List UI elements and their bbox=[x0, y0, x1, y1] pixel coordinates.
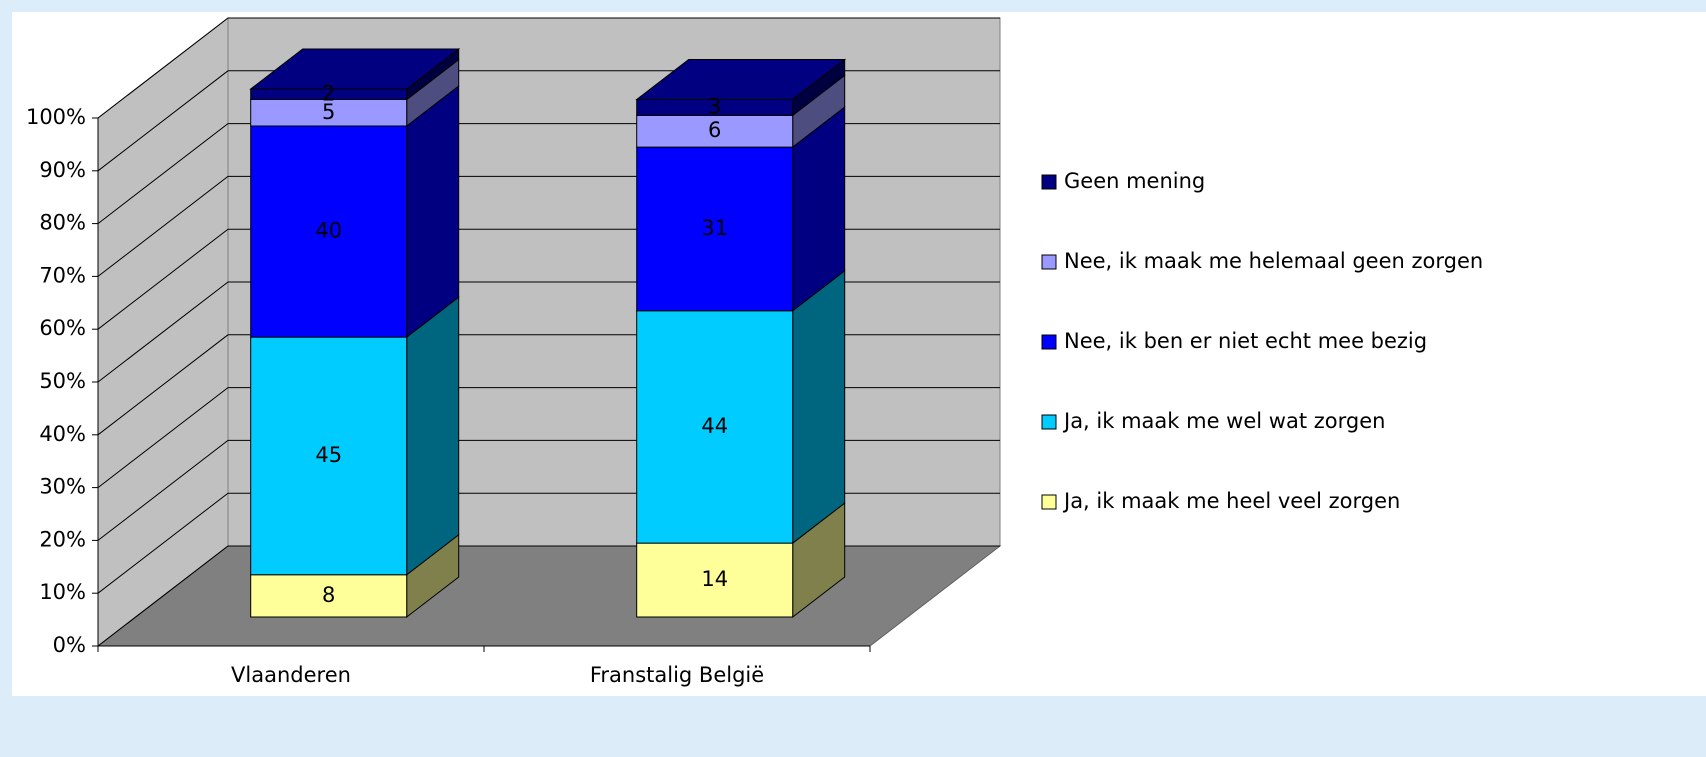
legend-swatch bbox=[1041, 174, 1057, 190]
data-label: 2 bbox=[322, 81, 335, 105]
data-label: 31 bbox=[701, 216, 728, 240]
data-label: 3 bbox=[708, 94, 721, 118]
data-label: 14 bbox=[701, 567, 728, 591]
y-tick-label: 10% bbox=[39, 580, 86, 604]
legend-swatch bbox=[1041, 494, 1057, 510]
data-label: 6 bbox=[708, 118, 721, 142]
legend-label: Nee, ik maak me helemaal geen zorgen bbox=[1064, 249, 1483, 273]
y-tick-label: 40% bbox=[39, 422, 86, 446]
y-tick-label: 0% bbox=[53, 633, 86, 657]
grid-line bbox=[97, 17, 1000, 119]
bar-side bbox=[406, 84, 460, 339]
y-tick-label: 60% bbox=[39, 316, 86, 340]
legend-label: Ja, ik maak me heel veel zorgen bbox=[1062, 489, 1400, 513]
data-label: 40 bbox=[315, 219, 342, 243]
legend-label: Geen mening bbox=[1064, 169, 1205, 193]
data-label: 5 bbox=[322, 100, 335, 124]
y-tick-label: 20% bbox=[39, 527, 86, 551]
x-tick-label: Vlaanderen bbox=[231, 663, 351, 687]
data-label: 45 bbox=[315, 443, 342, 467]
legend-swatch bbox=[1041, 334, 1057, 350]
legend-label: Ja, ik maak me wel wat zorgen bbox=[1062, 409, 1385, 433]
data-label: 8 bbox=[322, 583, 335, 607]
y-tick-label: 90% bbox=[39, 158, 86, 182]
legend-swatch bbox=[1041, 414, 1057, 430]
bar-side bbox=[792, 269, 846, 545]
bar-side bbox=[406, 296, 460, 576]
bar-top bbox=[635, 59, 847, 101]
y-tick-label: 30% bbox=[39, 475, 86, 499]
floor bbox=[96, 545, 1002, 647]
y-tick-label: 100% bbox=[26, 105, 86, 129]
data-label: 44 bbox=[701, 414, 728, 438]
x-tick-label: Franstalig België bbox=[590, 663, 764, 687]
legend-label: Nee, ik ben er niet echt mee bezig bbox=[1064, 329, 1427, 353]
y-tick-label: 50% bbox=[39, 369, 86, 393]
bar-top bbox=[249, 48, 461, 90]
legend-swatch bbox=[1041, 254, 1057, 270]
y-tick-label: 80% bbox=[39, 211, 86, 235]
y-tick-label: 70% bbox=[39, 263, 86, 287]
